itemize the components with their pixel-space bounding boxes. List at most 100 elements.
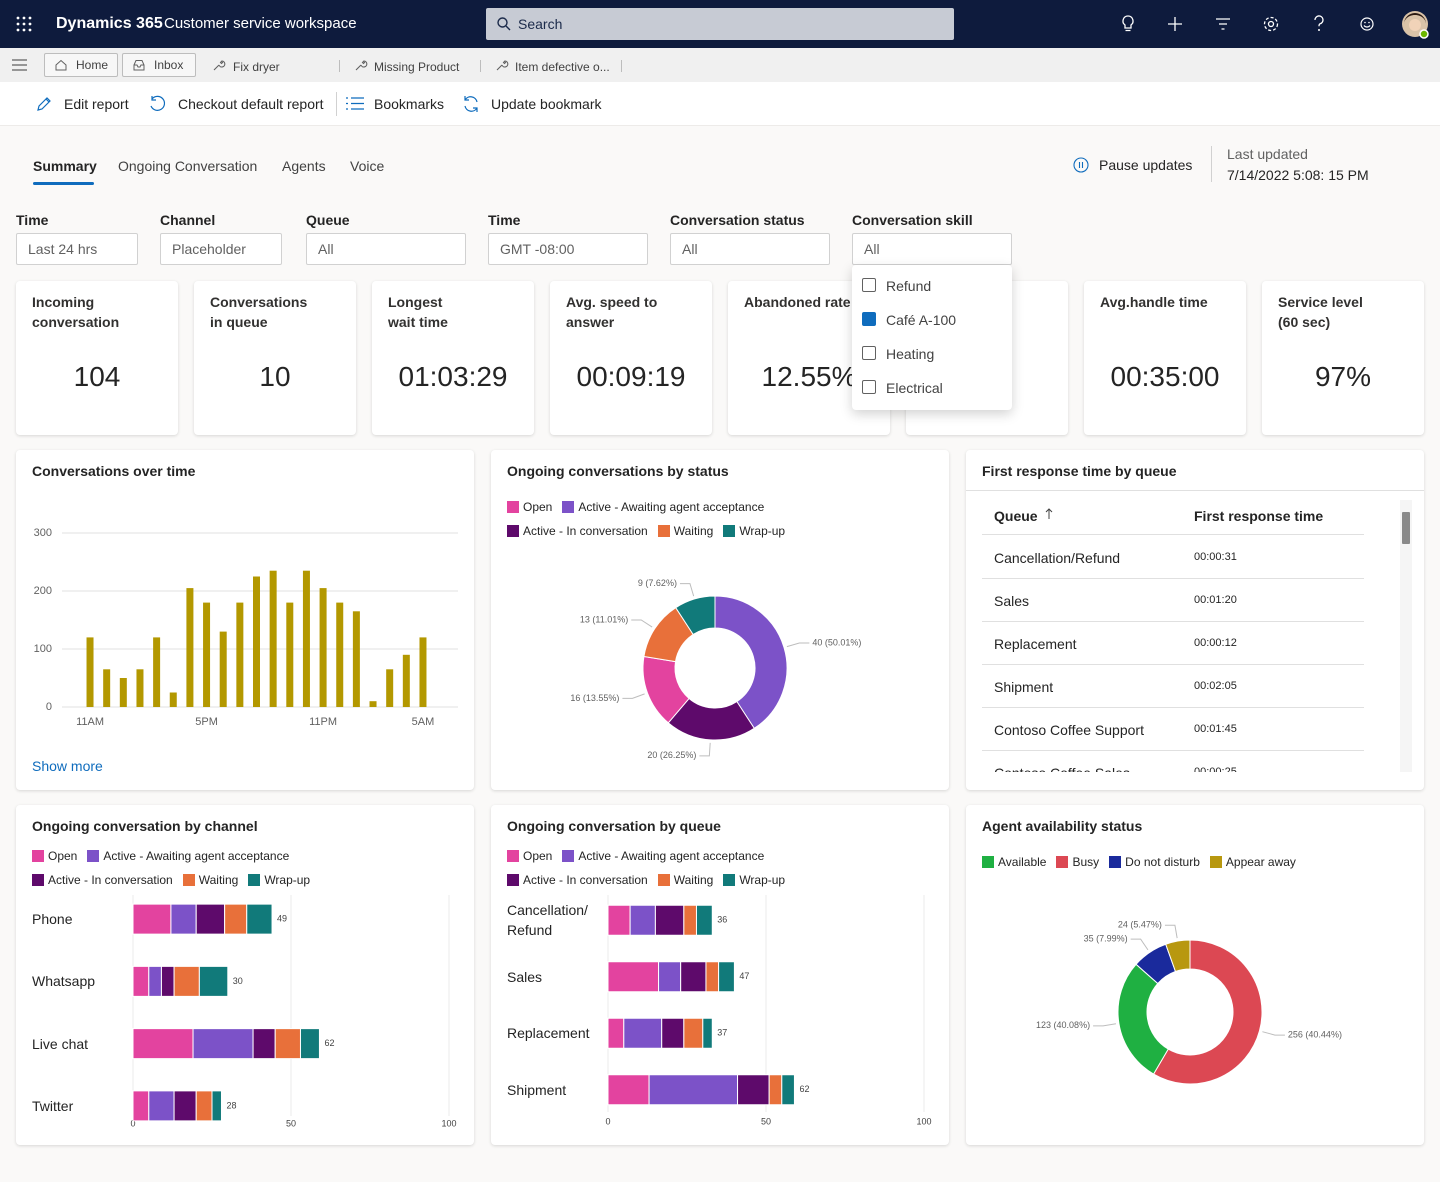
legend-label: Waiting (673, 524, 714, 538)
kpi-value: 10 (259, 361, 291, 392)
legend-item: Do not disturb (1109, 854, 1200, 870)
table-row[interactable]: Sales 00:01:20 (982, 579, 1364, 622)
filter-value: All (864, 241, 880, 257)
filter-value: All (682, 241, 698, 257)
category-label: Replacement (507, 1025, 590, 1042)
dropdown-option[interactable]: Heating (852, 339, 1012, 369)
filter-dropdown[interactable]: Placeholder (160, 233, 282, 265)
legend-swatch (87, 850, 100, 862)
kpi-label: Longest wait time (388, 294, 448, 330)
session-tab-label[interactable]: Fix dryer (233, 60, 280, 74)
help-icon[interactable] (1313, 15, 1325, 33)
report-tab[interactable]: Ongoing Conversation (118, 158, 258, 174)
table-row[interactable]: Shipment 00:02:05 (982, 665, 1364, 708)
filter-dropdown[interactable]: All (306, 233, 466, 265)
search-box[interactable]: Search (486, 8, 954, 40)
legend-item: Active - Awaiting agent acceptance (87, 848, 289, 864)
kpi-card: Avg. speed to answer 00:09:19 (550, 281, 712, 435)
toolbar-button[interactable]: Update bookmark (491, 96, 602, 112)
scrollbar-thumb[interactable] (1402, 512, 1410, 544)
table-row[interactable]: Contoso Coffee Support 00:01:45 (982, 708, 1364, 751)
option-label: Electrical (886, 380, 943, 396)
legend-swatch (248, 874, 261, 886)
kpi-label: Avg. speed to answer (566, 294, 658, 330)
legend-label: Active - In conversation (523, 873, 648, 887)
dropdown-option[interactable]: Electrical (852, 373, 1012, 403)
legend-item: Active - In conversation (507, 523, 648, 539)
response-time: 00:02:05 (1194, 680, 1237, 692)
toolbar-button[interactable]: Bookmarks (374, 96, 445, 112)
filter-label: Conversation status (670, 212, 805, 228)
filter-label: Time (488, 212, 521, 228)
chart-card: Conversations over time Show more (16, 450, 474, 790)
response-time: 00:00:25 (1194, 766, 1237, 772)
dropdown-option[interactable]: Café A-100 (852, 305, 1012, 335)
filter-dropdown[interactable]: All (852, 233, 1012, 265)
checkbox[interactable] (862, 312, 876, 326)
menu-icon[interactable] (12, 59, 27, 71)
legend-item: Waiting (182, 872, 238, 888)
chart-title: Conversations over time (32, 463, 196, 479)
skill-dropdown: Refund Café A-100 Heating Electrical (852, 265, 1012, 410)
legend-label: Active - Awaiting agent acceptance (578, 849, 765, 863)
separator (480, 60, 481, 72)
checkbox[interactable] (862, 278, 876, 292)
session-tab-label[interactable]: Missing Product (374, 60, 460, 74)
pause-updates[interactable]: Pause updates (1099, 157, 1193, 173)
bookmarks-icon (346, 97, 364, 110)
kpi-label: Service level (60 sec) (1278, 294, 1363, 330)
checkbox[interactable] (862, 346, 876, 360)
kpi-value: 12.55% (761, 361, 857, 392)
chart-title: Ongoing conversations by status (507, 463, 729, 479)
filter-dropdown[interactable]: GMT -08:00 (488, 233, 648, 265)
dropdown-option[interactable]: Refund (852, 271, 1012, 301)
legend-item: Wrap-up (723, 872, 785, 888)
toolbar-button[interactable]: Edit report (64, 96, 129, 112)
legend-label: Open (523, 849, 553, 863)
divider (966, 490, 1424, 491)
toolbar: Edit report Checkout default report Book… (0, 82, 1440, 126)
legend-item: Active - In conversation (32, 872, 173, 888)
filter-label: Queue (306, 212, 350, 228)
legend-swatch (32, 850, 44, 862)
table-header: Queue First response time (982, 503, 1364, 535)
show-more-link[interactable]: Show more (32, 758, 103, 774)
feedback-icon[interactable] (1360, 17, 1374, 31)
last-updated-label: Last updated (1227, 146, 1308, 162)
add-icon[interactable] (1167, 16, 1183, 32)
app-launcher[interactable] (16, 16, 32, 32)
report-tab[interactable]: Voice (350, 158, 385, 174)
column-header[interactable]: Queue (994, 508, 1038, 524)
checkbox[interactable] (862, 380, 876, 394)
avatar[interactable] (1402, 10, 1430, 40)
session-bar: Home Inbox Fix dryer Missing Product Ite… (0, 48, 1440, 82)
edit-icon (37, 97, 51, 111)
filter-dropdown[interactable]: All (670, 233, 830, 265)
report-tab[interactable]: Agents (282, 158, 326, 174)
category-label: Cancellation/ Refund (507, 902, 588, 939)
settings-icon[interactable] (1263, 16, 1279, 32)
table-row[interactable]: Cancellation/Refund 00:00:31 (982, 536, 1364, 579)
legend-label: Do not disturb (1125, 855, 1200, 869)
table-row[interactable]: Contoso Coffee Sales 00:00:25 (982, 751, 1364, 772)
session-tab-label[interactable]: Item defective o... (515, 60, 610, 74)
legend-swatch (32, 874, 44, 886)
lightbulb-icon[interactable] (1120, 15, 1136, 33)
session-chip[interactable]: Home (44, 53, 118, 77)
category-label: Live chat (32, 1035, 89, 1052)
table-row[interactable]: Replacement 00:00:12 (982, 622, 1364, 665)
search-placeholder: Search (518, 16, 563, 32)
session-chip[interactable]: Inbox (122, 53, 196, 77)
report-tab[interactable]: Summary (33, 158, 97, 174)
legend-swatch (507, 501, 519, 513)
option-label: Refund (886, 278, 932, 294)
filter-icon[interactable] (1215, 17, 1231, 31)
toolbar-button[interactable]: Checkout default report (178, 96, 324, 112)
kpi-value: 00:09:19 (576, 361, 686, 392)
legend-item: Waiting (657, 872, 714, 888)
filter-dropdown[interactable]: Last 24 hrs (16, 233, 138, 265)
legend-swatch (507, 874, 519, 886)
legend-label: Waiting (673, 873, 714, 887)
kpi-label: Abandoned rate (744, 294, 851, 310)
column-header[interactable]: First response time (1194, 508, 1324, 524)
